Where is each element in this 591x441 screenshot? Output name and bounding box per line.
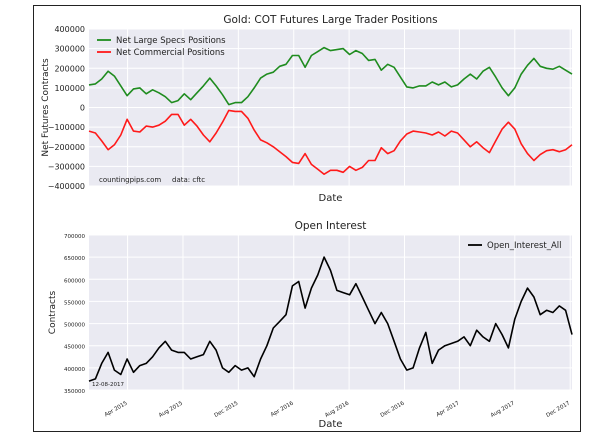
y-tick-label: 100000 (54, 84, 85, 93)
legend-label: Net Large Specs Positions (116, 36, 226, 46)
y-tick-label: 200000 (54, 64, 85, 73)
legend-label: Net Commercial Positions (116, 48, 225, 58)
legend-label: Open_Interest_All (487, 241, 562, 251)
y-tick-label: 350000 (64, 389, 85, 395)
y-tick-label: 650000 (64, 256, 85, 262)
x-tick-label: Apr 2016 (270, 400, 295, 418)
plot-area (89, 235, 572, 390)
y-axis-label: Net Futures Contracts (41, 58, 51, 157)
y-tick-label: 300000 (54, 45, 85, 54)
series-line-0 (88, 256, 573, 382)
y-tick-label: 550000 (64, 300, 85, 306)
date-annotation: 12-08-2017 (92, 382, 124, 388)
y-tick-label: 600000 (64, 278, 85, 284)
y-tick-label: −300000 (48, 162, 85, 171)
x-tick-label: Aug 2016 (324, 400, 350, 419)
x-axis-label: Date (319, 193, 343, 204)
y-tick-label: 700000 (64, 234, 85, 240)
y-tick-label: 450000 (64, 345, 85, 351)
x-tick-label: Dec 2015 (213, 400, 239, 419)
source-annotation: countingpips.com (99, 176, 161, 184)
chart-title: Gold: COT Futures Large Trader Positions (223, 14, 437, 26)
y-tick-label: 400000 (54, 25, 85, 34)
x-tick-label: Dec 2017 (545, 400, 571, 419)
y-tick-label: 400000 (64, 367, 85, 373)
x-tick-label: Dec 2016 (380, 400, 406, 419)
chart-title: Open Interest (295, 220, 367, 232)
series-line-1 (88, 109, 573, 175)
x-tick-label: Aug 2017 (490, 400, 516, 419)
y-tick-label: −200000 (48, 143, 85, 152)
y-tick-label: 500000 (64, 323, 85, 329)
x-tick-label: Aug 2015 (158, 400, 184, 419)
y-tick-label: −100000 (48, 123, 85, 132)
y-axis-label: Contracts (48, 290, 58, 334)
source-annotation: data: cftc (172, 176, 205, 184)
x-tick-label: Apr 2015 (104, 400, 129, 418)
y-tick-label: −400000 (48, 182, 85, 191)
x-axis-label: Date (319, 419, 343, 430)
y-tick-label: 0 (80, 104, 85, 113)
x-tick-label: Apr 2017 (436, 400, 461, 418)
series-line-0 (88, 46, 573, 106)
